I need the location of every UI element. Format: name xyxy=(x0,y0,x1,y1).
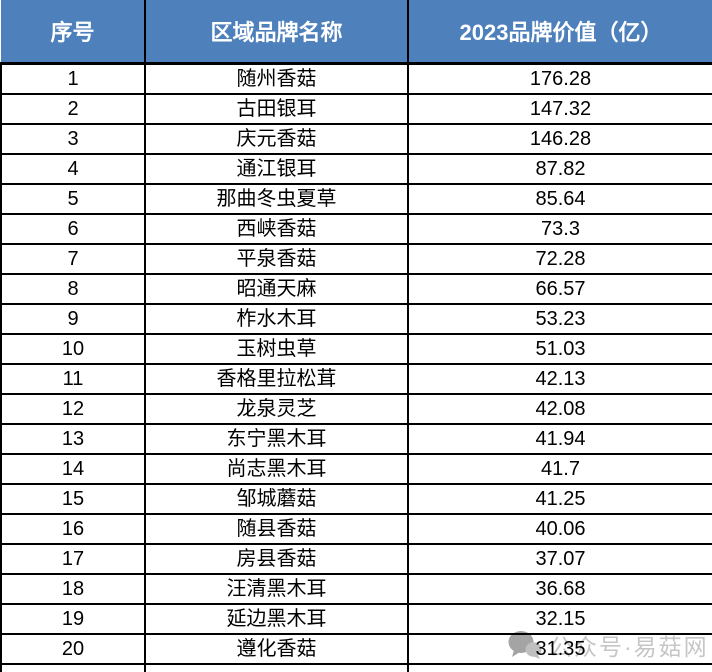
cell-rank xyxy=(0,663,146,672)
table-row: 10 玉树虫草 51.03 xyxy=(0,333,712,365)
cell-name: 古田银耳 xyxy=(144,93,409,125)
cell-rank: 18 xyxy=(0,573,146,605)
cell-name: 平泉香菇 xyxy=(144,243,409,275)
cell-value: 53.23 xyxy=(407,303,712,335)
cell-value: 51.03 xyxy=(407,333,712,365)
cell-value: 37.07 xyxy=(407,543,712,575)
table-body: 1 随州香菇 176.28 2 古田银耳 147.32 3 庆元香菇 146.2… xyxy=(0,62,712,672)
cell-rank: 8 xyxy=(0,273,146,305)
table-row: 18 汪清黑木耳 36.68 xyxy=(0,573,712,605)
cell-name: 柞水木耳 xyxy=(144,303,409,335)
cell-value: 41.94 xyxy=(407,423,712,455)
cell-name: 庆元香菇 xyxy=(144,123,409,155)
cell-value: 31.35 xyxy=(407,633,712,665)
cell-value: 41.7 xyxy=(407,453,712,485)
cell-name: 昭通天麻 xyxy=(144,273,409,305)
cell-rank: 3 xyxy=(0,123,146,155)
table-row: 3 庆元香菇 146.28 xyxy=(0,123,712,155)
table-row: 16 随县香菇 40.06 xyxy=(0,513,712,545)
cell-value: 147.32 xyxy=(407,93,712,125)
table-row: 7 平泉香菇 72.28 xyxy=(0,243,712,275)
cell-rank: 9 xyxy=(0,303,146,335)
cell-name: 东宁黑木耳 xyxy=(144,423,409,455)
table-row: 17 房县香菇 37.07 xyxy=(0,543,712,575)
table-row: 11 香格里拉松茸 42.13 xyxy=(0,363,712,395)
cell-name: 邹城蘑菇 xyxy=(144,483,409,515)
cell-value: 32.15 xyxy=(407,603,712,635)
cell-value: 146.28 xyxy=(407,123,712,155)
cell-name: 龙泉灵芝 xyxy=(144,393,409,425)
cell-value: 85.64 xyxy=(407,183,712,215)
table-row: 8 昭通天麻 66.57 xyxy=(0,273,712,305)
header-rank: 序号 xyxy=(1,0,146,65)
cell-rank: 10 xyxy=(0,333,146,365)
table-row: 15 邹城蘑菇 41.25 xyxy=(0,483,712,515)
cell-value: 73.3 xyxy=(407,213,712,245)
table-row: 4 通江银耳 87.82 xyxy=(0,153,712,185)
cell-rank: 7 xyxy=(0,243,146,275)
cell-name: 随州香菇 xyxy=(144,62,409,95)
cell-rank: 11 xyxy=(0,363,146,395)
table-row: 1 随州香菇 176.28 xyxy=(0,62,712,95)
cell-rank: 13 xyxy=(0,423,146,455)
table-row: 19 延边黑木耳 32.15 xyxy=(0,603,712,635)
cell-name: 那曲冬虫夏草 xyxy=(144,183,409,215)
cell-name: 汪清黑木耳 xyxy=(144,573,409,605)
cell-value: 176.28 xyxy=(407,62,712,95)
cell-rank: 4 xyxy=(0,153,146,185)
table-row: 20 遵化香菇 31.35 xyxy=(0,633,712,665)
cell-name: 随县香菇 xyxy=(144,513,409,545)
table-row: 6 西峡香菇 73.3 xyxy=(0,213,712,245)
table-row: 2 古田银耳 147.32 xyxy=(0,93,712,125)
cell-name: 西峡香菇 xyxy=(144,213,409,245)
cell-rank: 12 xyxy=(0,393,146,425)
cell-value: 41.25 xyxy=(407,483,712,515)
cell-name: 延边黑木耳 xyxy=(144,603,409,635)
cell-value: 40.06 xyxy=(407,513,712,545)
cell-value: 42.13 xyxy=(407,363,712,395)
table-row: 13 东宁黑木耳 41.94 xyxy=(0,423,712,455)
cell-name: 遵化香菇 xyxy=(144,633,409,665)
table-row: 5 那曲冬虫夏草 85.64 xyxy=(0,183,712,215)
cell-rank: 19 xyxy=(0,603,146,635)
cell-name: 通江银耳 xyxy=(144,153,409,185)
table-row: 12 龙泉灵芝 42.08 xyxy=(0,393,712,425)
cell-rank: 20 xyxy=(0,633,146,665)
cell-rank: 17 xyxy=(0,543,146,575)
cell-rank: 2 xyxy=(0,93,146,125)
cell-name: 房县香菇 xyxy=(144,543,409,575)
cell-rank: 15 xyxy=(0,483,146,515)
cell-name: 香格里拉松茸 xyxy=(144,363,409,395)
cell-value: 36.68 xyxy=(407,573,712,605)
cell-value: 42.08 xyxy=(407,393,712,425)
cell-rank: 16 xyxy=(0,513,146,545)
cell-value: 72.28 xyxy=(407,243,712,275)
table-row: 9 柞水木耳 53.23 xyxy=(0,303,712,335)
cell-name xyxy=(144,663,409,672)
header-row: 序号 区域品牌名称 2023品牌价值（亿） xyxy=(1,0,712,65)
cell-value: 87.82 xyxy=(407,153,712,185)
cell-rank: 14 xyxy=(0,453,146,485)
header-name: 区域品牌名称 xyxy=(144,0,409,65)
table-row xyxy=(0,663,712,672)
cell-name: 尚志黑木耳 xyxy=(144,453,409,485)
cell-value: 66.57 xyxy=(407,273,712,305)
cell-rank: 5 xyxy=(0,183,146,215)
cell-rank: 6 xyxy=(0,213,146,245)
cell-rank: 1 xyxy=(0,62,146,95)
header-value: 2023品牌价值（亿） xyxy=(407,0,712,65)
cell-value xyxy=(407,663,712,672)
cell-name: 玉树虫草 xyxy=(144,333,409,365)
table-header: 序号 区域品牌名称 2023品牌价值（亿） xyxy=(1,0,712,65)
table-row: 14 尚志黑木耳 41.7 xyxy=(0,453,712,485)
